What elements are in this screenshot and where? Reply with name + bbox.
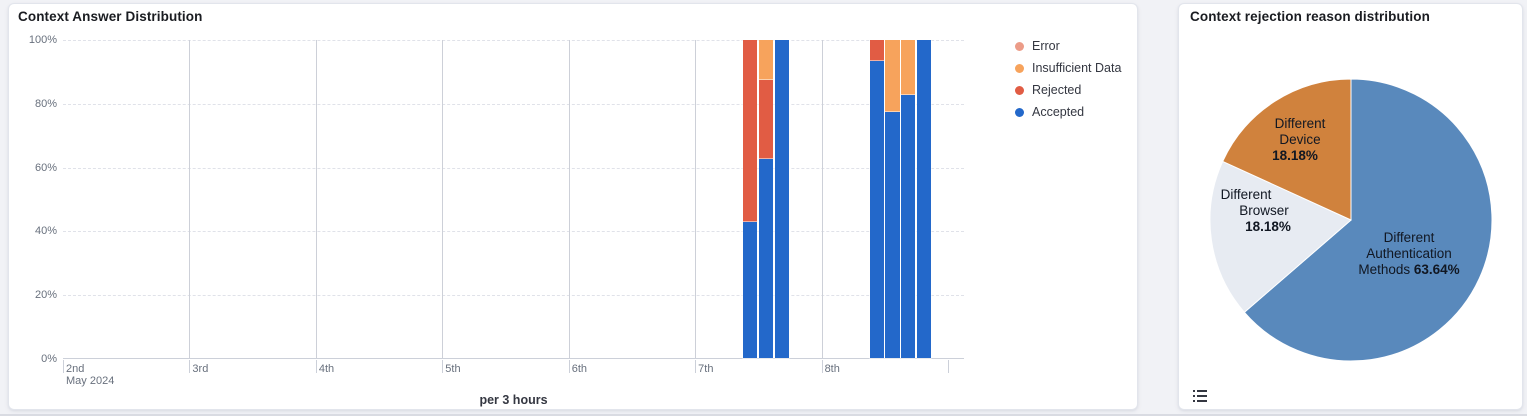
y-tick-label: 60%: [34, 161, 57, 174]
pie-chart: [1209, 78, 1493, 362]
bar-segment-accepted[interactable]: [917, 40, 932, 358]
bar-may-8-09:00[interactable]: [869, 40, 884, 358]
panel-context-rejection-reason: Context rejection reason distribution Di…: [1178, 3, 1523, 410]
legend-label: Rejected: [1032, 83, 1082, 97]
bar-segment-accepted[interactable]: [743, 221, 758, 358]
bar-segment-rejected[interactable]: [743, 40, 758, 222]
bar-may-8-18:00[interactable]: [917, 40, 932, 358]
legend-dot-icon: [1015, 85, 1024, 95]
x-tick-label: 3rd: [192, 363, 209, 375]
gridline-h: [63, 103, 964, 105]
x-tick-label: 2nd May 2024: [66, 363, 115, 387]
bar-segment-insufficient-data[interactable]: [759, 40, 774, 80]
gridline-h: [63, 231, 964, 233]
x-tick-label: 8th: [824, 363, 840, 375]
x-tick: [695, 360, 697, 373]
legend-dot-icon: [1015, 63, 1024, 73]
bar-may-8-12:00[interactable]: [885, 40, 900, 358]
bar-segment-insufficient-data[interactable]: [885, 40, 900, 112]
x-tick: [315, 360, 317, 373]
legend-label: Error: [1032, 39, 1060, 53]
x-tick-label: 6th: [571, 363, 587, 375]
bar-segment-accepted[interactable]: [885, 111, 900, 358]
legend-label: Accepted: [1032, 105, 1085, 119]
viewport-bottom-edge: [0, 414, 1527, 416]
gridline-h: [63, 167, 964, 169]
pie-slice-label-different-device: Different Device 18.18%: [1272, 116, 1326, 163]
x-tick: [948, 360, 949, 373]
y-tick-label: 0%: [41, 353, 57, 365]
gridline-v: [821, 40, 823, 358]
legend-label: Insufficient Data: [1032, 61, 1122, 75]
bar-segment-insufficient-data[interactable]: [901, 40, 916, 95]
gridline-h: [63, 295, 964, 297]
bar-may-7-12:00[interactable]: [759, 40, 774, 358]
panel-context-answer-distribution: Context Answer Distribution 0% 20% 40% 60% 8…: [8, 3, 1138, 410]
x-tick: [442, 360, 444, 373]
chart-legend: Error Insufficient Data Rejected Accepted: [1015, 35, 1121, 123]
y-tick-label: 40%: [34, 225, 57, 238]
gridline-v: [695, 40, 697, 358]
x-tick-label: 4th: [318, 363, 335, 375]
pie-title: Context rejection reason distribution: [1190, 9, 1430, 24]
y-tick-label: 80%: [34, 97, 57, 110]
legend-toggle-button[interactable]: [1190, 388, 1210, 406]
bar-segment-rejected[interactable]: [759, 79, 774, 160]
y-tick-label: 100%: [28, 34, 57, 46]
x-tick: [821, 360, 823, 373]
bar-may-7-15:00[interactable]: [774, 40, 790, 358]
bar-may-8-15:00[interactable]: [901, 40, 916, 358]
bar-segment-accepted[interactable]: [869, 61, 884, 358]
gridline-v: [442, 40, 444, 358]
legend-dot-icon: [1015, 107, 1024, 117]
bar-segment-accepted[interactable]: [774, 40, 790, 358]
gridline-v: [568, 40, 570, 358]
bar-segment-accepted[interactable]: [759, 159, 774, 358]
x-axis-title: per 3 hours: [479, 393, 548, 407]
x-tick: [568, 360, 570, 373]
list-icon: [1193, 390, 1207, 402]
gridline-h: [63, 40, 964, 41]
bar-segment-rejected[interactable]: [869, 40, 884, 62]
y-tick-label: 20%: [34, 289, 57, 302]
pie-slice-different-browser[interactable]: [1209, 160, 1352, 314]
gridline-v: [189, 40, 191, 358]
x-tick-label: 5th: [445, 363, 461, 375]
legend-dot-icon: [1015, 41, 1024, 51]
pie-slice-different-authentication-methods[interactable]: [1243, 78, 1493, 362]
x-tick: [189, 360, 191, 373]
x-tick: [63, 360, 64, 373]
legend-item-accepted[interactable]: Accepted: [1015, 101, 1121, 123]
bar-plot-area: [63, 40, 964, 359]
legend-item-insufficient-data[interactable]: Insufficient Data: [1015, 57, 1121, 79]
legend-item-error[interactable]: Error: [1015, 35, 1121, 57]
bar-may-7-09:00[interactable]: [743, 40, 758, 358]
gridline-v: [315, 40, 317, 358]
pie-slice-label-different-authentication-methods: Different Authentication Methods 63.64%: [1358, 230, 1460, 277]
bar-chart: 0% 20% 40% 60% 80% 100% 2nd May 2024 3rd 4th 5th 6…: [9, 4, 1137, 409]
pie-slice-label-different-browser: Different Browser 18.18%: [1220, 187, 1291, 234]
x-tick-label: 7th: [698, 363, 714, 375]
bar-segment-accepted[interactable]: [901, 94, 916, 358]
pie-slice-different-device[interactable]: [1222, 78, 1352, 221]
page-title: Context Answer Distribution: [18, 9, 203, 24]
legend-item-rejected[interactable]: Rejected: [1015, 79, 1121, 101]
